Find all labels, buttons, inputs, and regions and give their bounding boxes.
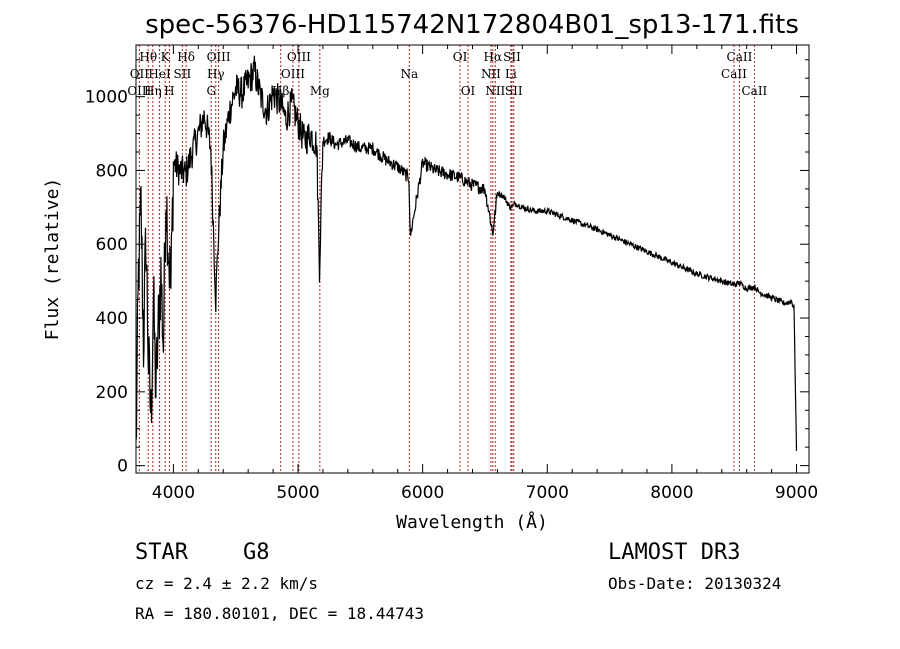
y-tick-label-5: 1000: [85, 88, 128, 108]
x-axis-label: Wavelength (Å): [396, 511, 548, 533]
chart-title: spec-56376-HD115742N172804B01_sp13-171.f…: [145, 10, 799, 40]
emission-line-label-0: Hθ: [139, 50, 157, 64]
emission-line-label-17: OI: [453, 50, 468, 64]
emission-line-label-19: Hα: [484, 50, 503, 64]
x-tick-label-2: 6000: [401, 483, 444, 503]
series-line-spectrum: [135, 55, 798, 451]
x-tick-label-0: 4000: [152, 483, 195, 503]
y-axis-label: Flux (relative): [42, 178, 63, 341]
emission-line-label-18: OI: [461, 84, 476, 98]
emission-line-label-25: CaII: [727, 50, 753, 64]
emission-line-label-11: G: [206, 84, 216, 98]
emission-line-markers: [138, 45, 755, 473]
y-tick-label-0: 0: [117, 457, 128, 477]
emission-line-label-3: Hη: [144, 84, 162, 98]
series-group: [135, 55, 798, 451]
emission-line-label-12: OIII: [287, 50, 311, 64]
emission-line-label-27: CaII: [741, 84, 767, 98]
emission-line-label-13: OIII: [281, 67, 305, 81]
emission-line-label-23: Li: [505, 67, 517, 81]
emission-line-label-20: NII: [481, 67, 501, 81]
emission-line-label-26: CaII: [721, 67, 747, 81]
axis-ticks: 4000 5000 6000 7000 8000 9000 0 200 400 600 800 100…: [85, 45, 818, 503]
x-tick-label-3: 7000: [526, 483, 569, 503]
emission-line-label-2: OIII: [127, 84, 151, 98]
emission-line-label-8: Hδ: [177, 50, 195, 64]
emission-line-label-21: NII: [485, 84, 505, 98]
plot-frame: [135, 44, 810, 474]
y-tick-label-1: 200: [96, 383, 128, 403]
emission-line-label-7: SII: [174, 67, 192, 81]
y-tick-label-3: 600: [96, 235, 128, 255]
emission-line-label-10: Hγ: [207, 67, 225, 81]
y-tick-label-2: 400: [96, 309, 128, 329]
emission-line-label-4: HeI: [148, 67, 171, 81]
emission-line-label-24: SII: [505, 84, 523, 98]
y-tick-label-4: 800: [96, 161, 128, 181]
coordinates: RA = 180.80101, DEC = 18.44743: [135, 604, 424, 623]
redshift-cz: cz = 2.4 ± 2.2 km/s: [135, 574, 319, 593]
emission-line-label-15: Mg: [310, 84, 330, 98]
emission-line-label-1: OII: [130, 67, 150, 81]
object-subclass: G8: [243, 540, 270, 565]
object-class: STAR: [135, 540, 188, 565]
survey-name: LAMOST DR3: [608, 540, 741, 565]
emission-line-label-16: Na: [400, 67, 418, 81]
emission-line-label-22: SII: [503, 50, 521, 64]
x-tick-label-1: 5000: [276, 483, 319, 503]
x-tick-label-4: 8000: [650, 483, 693, 503]
x-tick-label-5: 9000: [775, 483, 818, 503]
emission-line-label-9: OIII: [207, 50, 231, 64]
spectrum-chart: spec-56376-HD115742N172804B01_sp13-171.f…: [42, 10, 818, 533]
emission-line-label-5: K: [161, 50, 171, 64]
emission-line-label-6: H: [164, 84, 174, 98]
observation-date: Obs-Date: 20130324: [608, 574, 782, 593]
